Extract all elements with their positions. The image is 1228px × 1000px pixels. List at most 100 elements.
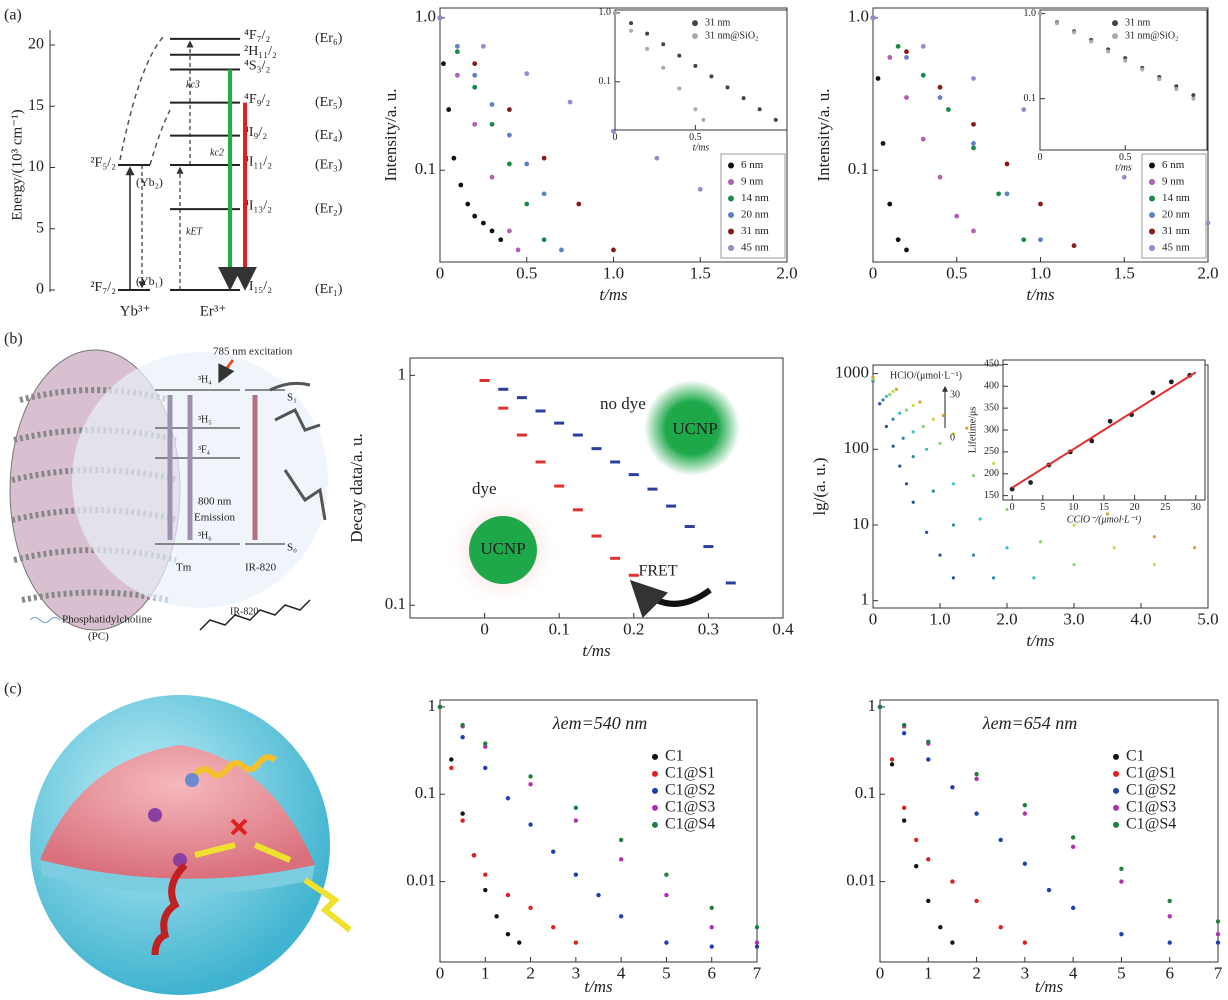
data-point [914,837,919,843]
data-point [1152,535,1156,539]
data-point [1055,21,1060,26]
x-axis-label: t/ms [1026,285,1055,304]
x-tick-label: 7 [753,964,762,983]
data-point [901,805,907,810]
plot-frame [879,699,1219,963]
lipid-icon [29,617,61,623]
data-point [524,161,530,167]
plot-frame [614,9,788,131]
data-point [914,864,919,869]
x-tick-label: 1.5 [690,264,711,283]
legend-label: 6 nm [1162,159,1185,171]
data-point [507,132,512,138]
y-tick-label: 250 [984,446,999,457]
data-point [460,811,465,816]
data-point [920,43,926,49]
y-tick-label: 1.0 [599,7,612,18]
data-point [926,739,931,744]
x-tick-label: 1.5 [1114,264,1135,283]
data-point [567,99,573,105]
data-point [904,247,909,253]
data-point [573,818,579,823]
legend-label: C1@S1 [1126,765,1176,782]
data-point [591,447,602,451]
y-tick-label: 10 [28,158,44,175]
data-point [684,525,695,529]
y-tick-label: 1 [868,696,877,715]
data-point [1193,546,1197,550]
data-point [937,174,943,180]
y-tick-label: 1.0 [848,7,869,26]
data-point [483,741,488,746]
data-point [454,72,460,78]
data-point [1022,811,1028,816]
x-tick-label: 0 [436,964,445,983]
y-axis-label: lg/(a. u.) [810,457,829,515]
data-point [921,424,925,429]
ucnp [644,380,740,476]
data-point [709,905,714,911]
data-point [709,925,714,930]
data-point [904,54,909,60]
data-point [971,473,976,478]
rate-label: kc2 [210,147,224,158]
data-point [880,140,886,146]
level-label: ⁴S₃/₂ [244,59,270,74]
data-point [479,378,490,382]
data-point [693,107,698,112]
x-tick-label: 1.0 [929,610,950,629]
legend-marker [728,245,734,252]
data-point [931,417,935,421]
data-point [911,403,915,408]
data-point [524,71,530,77]
data-point [628,473,639,477]
legend-marker [692,20,698,27]
y-tick-label: 0.01 [846,870,876,889]
data-point [889,762,895,767]
y-tick-label: 0.1 [1024,93,1037,104]
y-tick-label: 350 [984,402,999,413]
data-point [697,186,703,192]
data-point [1106,49,1111,54]
data-point [613,10,617,15]
data-point [515,247,521,253]
data-point [1119,866,1124,872]
data-point [541,191,547,197]
data-point [471,853,477,858]
data-point [664,872,669,877]
y-tick-label: 1 [428,696,437,715]
legend-marker [728,228,734,235]
data-point [1070,844,1076,850]
data-point [1119,879,1124,884]
y-axis-label: Energy/(10³ cm⁻¹) [9,109,25,220]
rate-label: kc3 [186,79,200,90]
data-point [703,545,714,549]
data-point [938,925,943,930]
y-tick-label: 0.1 [599,76,612,87]
data-point [901,722,907,728]
data-point [925,530,929,534]
y-tick-label: 0.01 [406,870,436,889]
x-tick-label: 1 [481,964,490,983]
data-point [666,504,677,508]
data-point [1089,438,1095,444]
legend-label: C1@S3 [665,799,715,816]
y-tick-label: 0.1 [848,159,869,178]
ion-label: Yb³⁺ [120,303,151,319]
data-point [664,940,669,945]
data-point [950,785,955,790]
data-point [618,857,624,862]
legend-box [720,153,786,259]
legend-marker [1149,228,1155,235]
rate-label: kET [186,226,204,237]
y-axis-label: Intensity/a. u. [381,88,400,181]
y-tick-label: 20 [28,36,44,53]
legend-marker [1112,33,1118,40]
data-point [489,121,495,127]
data-point [528,905,533,911]
x-tick-label: 5.0 [1197,610,1218,629]
data-point [974,811,979,816]
x-tick-label: 2.0 [1197,264,1218,283]
data-point [1105,512,1110,516]
x-tick-label: 4.0 [1130,610,1151,629]
